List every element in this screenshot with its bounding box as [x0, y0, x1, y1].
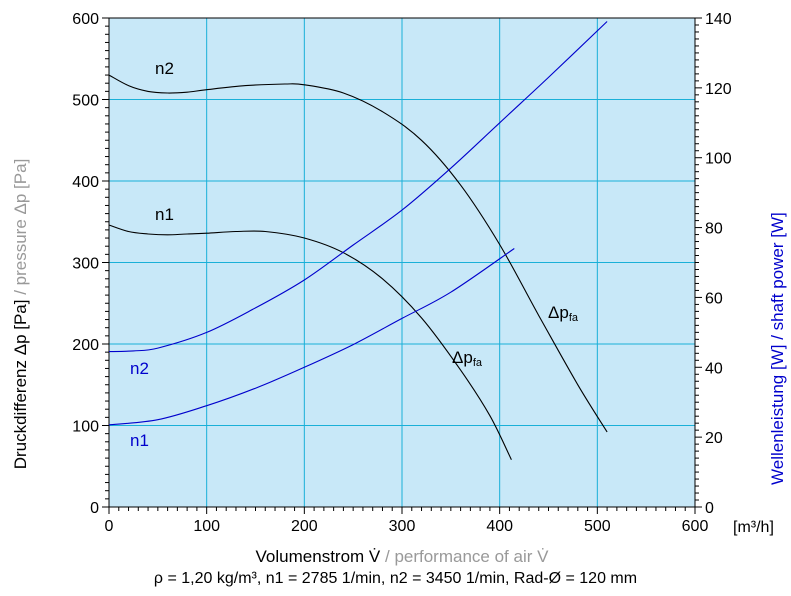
pressure-curve-n1: [108, 224, 512, 460]
right-y-axis-title: Wellenleistung [W] / shaft power [W]: [768, 212, 787, 485]
pressure-curve-n2: [108, 74, 608, 433]
right-y-tick-label: 100: [705, 151, 732, 168]
x-tick-label: 100: [193, 518, 220, 535]
right-y-tick-label: 120: [705, 81, 732, 98]
right-y-tick-label: 60: [705, 290, 723, 307]
power-curve-n1: [108, 248, 515, 426]
right-y-axis-title-de: Wellenleistung [W]: [768, 345, 787, 485]
power-curve-label-n2: n2: [130, 359, 149, 378]
dp-fa-label-n1: Δpfa: [452, 348, 483, 369]
left-y-axis-title-sep: /: [11, 285, 30, 299]
curve-labels: n2 n1 n2 n1 Δpfa Δpfa: [130, 59, 579, 450]
x-axis-title-en: performance of air V̇: [394, 547, 549, 566]
dp-fa-label-n2: Δpfa: [548, 303, 579, 324]
power-curve-n2: [108, 21, 608, 353]
right-y-tick-label: 40: [705, 360, 723, 377]
left-y-tick-label: 200: [72, 337, 99, 354]
grid-lines: [109, 18, 695, 507]
tick-labels: 0 100 200 300 400 500 600010020030040050060002…: [72, 11, 732, 535]
x-tick-label: 400: [486, 518, 513, 535]
left-y-tick-label: 600: [72, 11, 99, 28]
x-tick-label: 0: [105, 518, 114, 535]
x-axis-title-sep: /: [380, 547, 394, 566]
x-tick-label: 300: [389, 518, 416, 535]
footnote: ρ = 1,20 kg/m³, n1 = 2785 1/min, n2 = 34…: [153, 570, 638, 587]
left-y-tick-label: 500: [72, 93, 99, 110]
x-axis-unit: [m³/h]: [733, 519, 774, 536]
left-y-axis-title-de: Druckdifferenz Δp [Pa]: [11, 300, 30, 470]
left-y-tick-label: 0: [90, 500, 99, 517]
left-y-axis-title: Druckdifferenz Δp [Pa] / pressure Δp [Pa…: [11, 159, 30, 470]
pressure-curve-label-n1: n1: [155, 205, 174, 224]
left-y-tick-label: 400: [72, 174, 99, 191]
left-y-axis-title-en: pressure Δp [Pa]: [11, 159, 30, 286]
x-axis-title: Volumenstrom V̇ / performance of air V̇: [256, 547, 550, 566]
right-y-tick-label: 140: [705, 11, 732, 28]
x-axis-title-de: Volumenstrom V̇: [256, 547, 381, 566]
right-y-tick-label: 80: [705, 221, 723, 238]
x-tick-label: 600: [682, 518, 709, 535]
right-y-axis-title-sep: /: [768, 330, 787, 344]
x-tick-label: 200: [291, 518, 318, 535]
right-y-tick-label: 20: [705, 430, 723, 447]
pressure-curve-label-n2: n2: [155, 59, 174, 78]
left-y-tick-label: 300: [72, 256, 99, 273]
right-y-tick-label: 0: [705, 500, 714, 517]
right-y-axis-title-en: shaft power [W]: [768, 212, 787, 330]
left-y-tick-label: 100: [72, 419, 99, 436]
power-curve-label-n1: n1: [130, 431, 149, 450]
x-tick-label: 500: [584, 518, 611, 535]
axes: [102, 17, 702, 514]
curves: [108, 21, 608, 460]
